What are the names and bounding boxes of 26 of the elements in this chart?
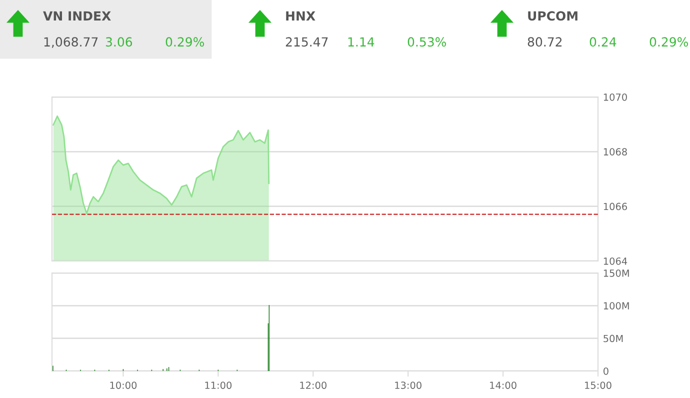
text: 3.06: [106, 37, 132, 47]
text: 0.29%: [650, 37, 688, 47]
text: 80.72: [528, 37, 562, 47]
x-tick-label: 14:00: [490, 382, 516, 389]
text: 1.14: [348, 37, 374, 46]
y-tick-label: 150M: [604, 269, 629, 277]
text: VN INDEX: [43, 11, 111, 20]
text: 0.24: [590, 37, 616, 47]
text: 215.47: [286, 37, 328, 47]
text: UPCOM: [528, 11, 578, 21]
x-tick-label: 12:00: [300, 382, 326, 389]
text: HNX: [286, 11, 316, 20]
y-tick-label: 1066: [604, 202, 627, 210]
y-tick-label: 100M: [604, 302, 629, 310]
text: 0.53%: [408, 37, 446, 47]
y-tick-label: 50M: [604, 334, 623, 342]
y-tick-label: 1070: [604, 93, 627, 101]
text: 0.29%: [166, 37, 204, 47]
y-tick-label: 0: [604, 367, 608, 375]
y-tick-label: 1064: [604, 257, 628, 265]
x-tick-label: 13:00: [395, 382, 422, 389]
x-tick-label: 15:00: [585, 382, 612, 389]
x-tick-label: 11:00: [205, 382, 232, 389]
x-tick-label: 10:00: [110, 382, 137, 389]
y-tick-label: 1068: [604, 148, 627, 156]
text: 1,068.77: [44, 37, 98, 48]
